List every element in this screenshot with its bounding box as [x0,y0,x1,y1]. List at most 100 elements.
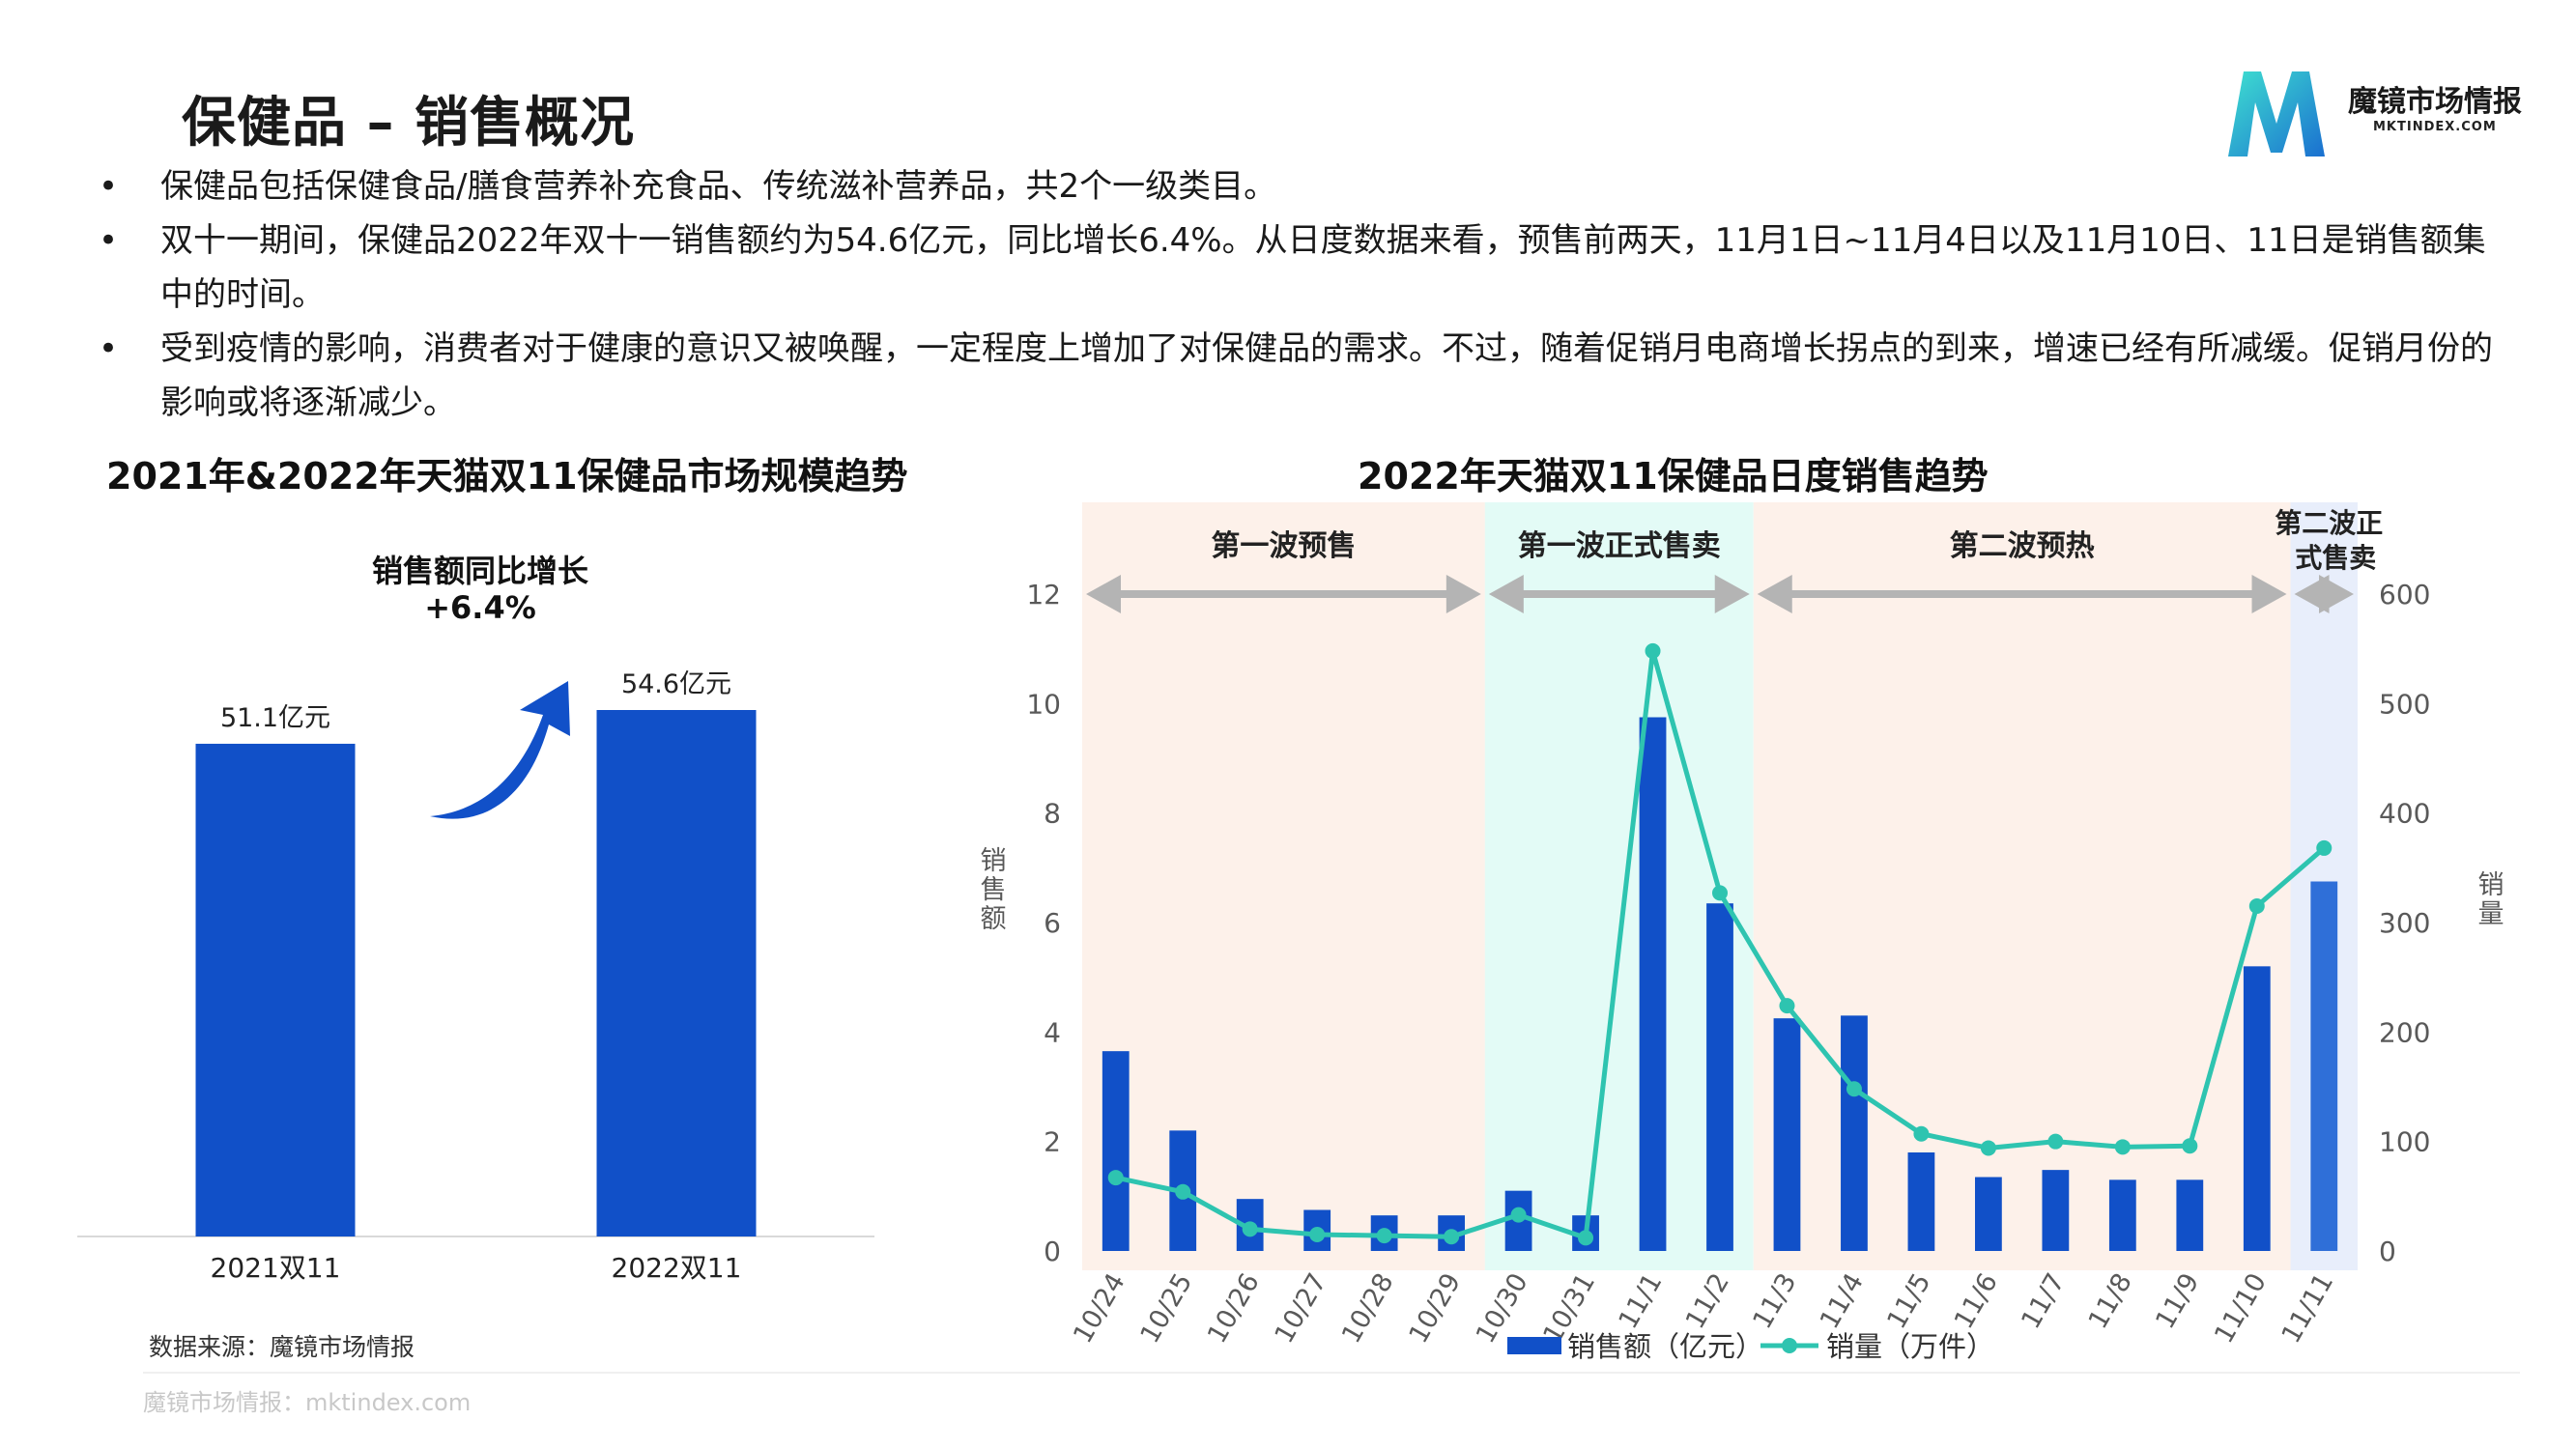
y-axis-title: 销售额 [981,846,1007,934]
volume-point [1913,1125,1930,1142]
bullet-item: 保健品包括保健食品/膳食营养补充食品、传统滋补营养品，共2个一级类目。 [89,159,2504,213]
x-tick-label: 11/11 [2276,1268,2340,1349]
phase-label: 第一波预售 [1211,529,1356,563]
volume-point [1645,642,1661,659]
sales-bar [2310,881,2338,1251]
sales-bar [1102,1051,1130,1251]
sales-bar [1639,717,1667,1251]
phase-arrow-icon [1086,575,1481,613]
sales-bar [1706,903,1733,1251]
volume-point [1779,998,1795,1014]
phase-label: 第一波正式售卖 [1518,529,1721,563]
y-tick-label: 6 [1044,907,1061,939]
y-tick-label: 2 [1044,1126,1061,1158]
growth-annotation: 销售额同比增长 [372,553,588,589]
legend-label: 销售额（亿元） [1567,1330,1763,1363]
bullet-item: 受到疫情的影响，消费者对于健康的意识又被唤醒，一定程度上增加了对保健品的需求。不… [89,322,2504,430]
footer-watermark: 魔镜市场情报：mktindex.com [143,1389,472,1416]
x-tick-label: 10/24 [1068,1268,1131,1349]
bullet-item: 双十一期间，保健品2022年双十一销售额约为54.6亿元，同比增长6.4%。从日… [89,213,2504,322]
sales-bar [1841,1015,1868,1251]
x-tick-label: 11/9 [2150,1268,2205,1334]
volume-point [1242,1221,1258,1237]
x-tick-label: 10/30 [1471,1268,1534,1349]
growth-value: +6.4% [424,589,536,626]
volume-point [1444,1229,1460,1245]
sales-bar [1907,1152,1935,1251]
phase-arrow-icon [2294,575,2354,613]
legend-bar-swatch [1507,1337,1561,1354]
legend-line-marker [1782,1338,1797,1353]
phase-label: 式售卖 [2295,542,2376,574]
phase-label: 第二波预热 [1950,529,2095,563]
y-tick-label: 10 [1026,688,1061,720]
y-tick-label: 0 [1044,1236,1061,1267]
bar [195,743,356,1236]
logo-url: MKTINDEX.COM [2373,120,2497,134]
y2-tick-label: 200 [2379,1016,2430,1048]
sales-bar [1773,1018,1801,1251]
sales-bar [1975,1177,2002,1251]
bar [596,710,757,1236]
volume-point [1175,1183,1191,1200]
y2-tick-label: 0 [2379,1236,2396,1267]
volume-point [1846,1081,1862,1097]
x-tick-label: 10/28 [1336,1268,1400,1349]
y2-tick-label: 500 [2379,688,2430,720]
sales-bar [2108,1179,2136,1251]
x-tick-label: 11/2 [1680,1268,1735,1334]
volume-point [2316,839,2333,856]
volume-point [1578,1230,1594,1246]
phase-arrow-icon [1757,575,2287,613]
sales-bar [2243,966,2271,1251]
y-tick-label: 12 [1026,579,1061,611]
data-source: 数据来源：魔镜市场情报 [149,1333,415,1361]
y2-tick-label: 300 [2379,907,2430,939]
page-title: 保健品 – 销售概况 [182,92,635,155]
phase-arrow-icon [1488,575,1750,613]
y2-tick-label: 400 [2379,798,2430,830]
x-tick-label: 2021双11 [211,1252,341,1284]
x-tick-label: 10/25 [1135,1268,1199,1349]
yoy-bar-chart: 51.1亿元 2021双11 54.6亿元 2022双11 销售额同比增长+6.4% [77,553,874,1284]
x-tick-label: 10/27 [1269,1268,1332,1349]
x-tick-label: 11/5 [1881,1268,1936,1334]
sales-bar [2042,1170,2070,1251]
logo-m-icon [2228,71,2325,156]
y2-axis-title: 销量 [2478,870,2504,929]
left-chart-title: 2021年&2022年天猫双11保健品市场规模趋势 [106,455,908,497]
x-tick-label: 11/6 [1949,1268,2004,1334]
x-tick-label: 2022双11 [612,1252,742,1284]
volume-point [2114,1139,2131,1155]
volume-point [1980,1140,1996,1156]
x-tick-label: 11/4 [1815,1268,1870,1334]
volume-point [2047,1133,2064,1150]
growth-arrow-icon [430,681,570,819]
volume-point [1107,1170,1124,1186]
volume-point [1309,1227,1326,1242]
x-tick-label: 11/3 [1747,1268,1802,1334]
x-tick-label: 11/1 [1613,1268,1668,1334]
x-tick-label: 10/26 [1202,1268,1266,1349]
volume-point [1510,1207,1527,1223]
y-tick-label: 8 [1044,798,1061,830]
footer-divider [143,1372,2520,1374]
x-tick-label: 11/7 [2016,1268,2071,1334]
volume-point [2248,898,2265,914]
phase-band [1082,502,1485,1270]
volume-point [1712,885,1728,901]
bar-value-label: 51.1亿元 [220,703,330,733]
volume-point [1376,1228,1392,1244]
right-chart-title: 2022年天猫双11保健品日度销售趋势 [1358,455,1989,497]
x-tick-label: 11/10 [2209,1268,2273,1349]
logo-name: 魔镜市场情报 [2348,85,2522,119]
legend-label: 销量（万件） [1826,1330,1994,1363]
phase-label: 第二波正 [2275,507,2383,539]
y2-tick-label: 600 [2379,579,2430,611]
volume-point [2182,1138,2198,1154]
y-tick-label: 4 [1044,1016,1061,1048]
summary-bullets: 保健品包括保健食品/膳食营养补充食品、传统滋补营养品，共2个一级类目。 双十一期… [89,159,2504,430]
x-tick-label: 11/8 [2083,1268,2138,1334]
brand-logo: 魔镜市场情报 MKTINDEX.COM [2222,64,2532,160]
